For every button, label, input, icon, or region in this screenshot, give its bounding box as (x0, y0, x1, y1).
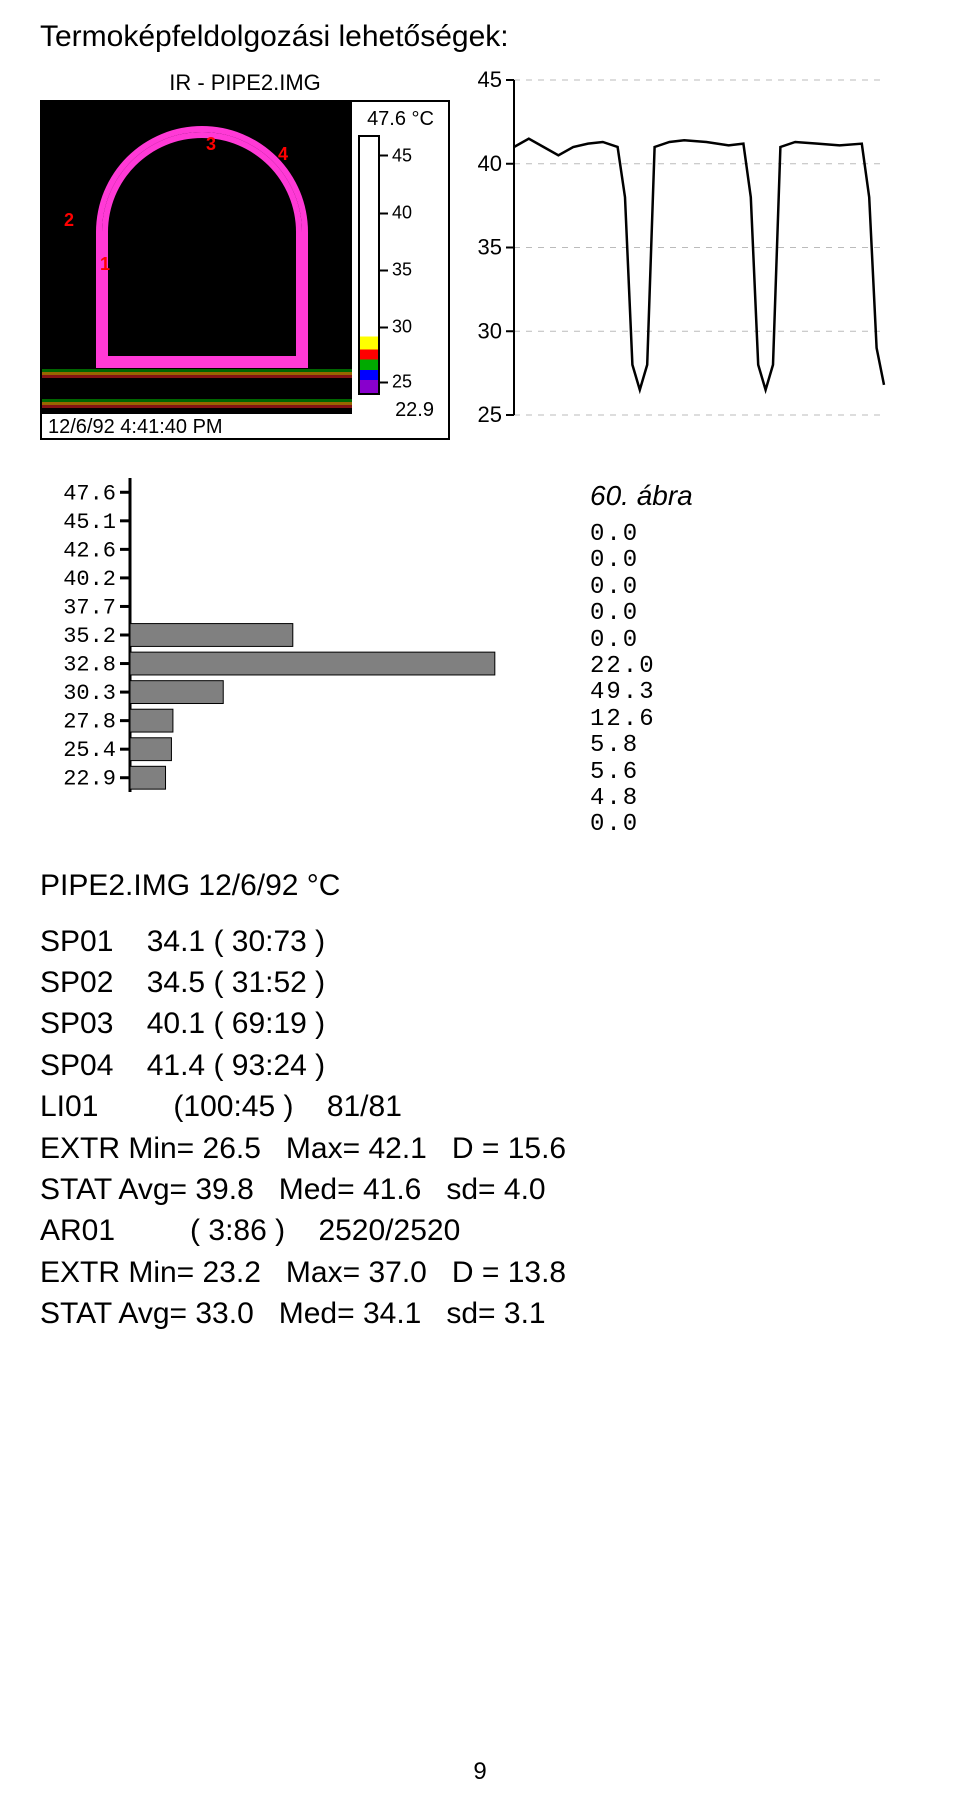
ir-marker: 3 (206, 134, 216, 155)
page-number: 9 (0, 1758, 960, 1786)
svg-text:30.3: 30.3 (63, 681, 116, 706)
svg-text:35.2: 35.2 (63, 624, 116, 649)
histogram-value-list: 60. ábra 0.00.00.00.00.022.049.312.65.85… (570, 470, 830, 839)
histogram-value: 0.0 (570, 601, 830, 627)
colorbar-tick: 40 (380, 203, 440, 224)
histogram-chart: 47.6 45.1 42.6 40.2 37.7 35.2 32.8 30.3 27.8 25.4… (40, 470, 510, 800)
svg-text:25: 25 (478, 402, 502, 425)
histogram-value: 0.0 (570, 575, 830, 601)
ir-marker: 4 (278, 144, 288, 165)
colorbar-tick: 25 (380, 372, 440, 393)
ir-panel: IR - PIPE2.IMG 1 2 3 4 12/6/92 4:41:40 PM 4… (40, 70, 450, 440)
histogram-row: 47.6 45.1 42.6 40.2 37.7 35.2 32.8 30.3 27.8 25.4… (40, 470, 920, 839)
figure-caption: 60. ábra (570, 480, 830, 512)
histogram-value: 12.6 (570, 707, 830, 733)
svg-text:27.8: 27.8 (63, 710, 116, 735)
colorbar-top-label: 47.6 °C (354, 108, 440, 131)
svg-text:45: 45 (478, 70, 502, 92)
colorbar-tick: 45 (380, 145, 440, 166)
histogram-value: 0.0 (570, 548, 830, 574)
svg-text:35: 35 (478, 235, 502, 260)
pipe-shape (102, 132, 302, 362)
ir-image-footer: 12/6/92 4:41:40 PM (42, 412, 352, 438)
colorbar-ticks: 45 40 35 30 25 (380, 135, 440, 395)
image-meta-line: PIPE2.IMG 12/6/92 °C (40, 869, 920, 903)
svg-text:22.9: 22.9 (63, 767, 116, 792)
colorbar-column: 47.6 °C 45 40 35 30 25 22.9 (352, 102, 442, 438)
ir-marker: 2 (64, 210, 74, 231)
histogram-value: 0.0 (570, 522, 830, 548)
svg-text:30: 30 (478, 318, 502, 343)
histogram-value: 22.0 (570, 654, 830, 680)
measurement-data-block: SP01 34.1 ( 30:73 ) SP02 34.5 ( 31:52 ) … (40, 921, 920, 1335)
svg-text:45.1: 45.1 (63, 510, 116, 535)
histogram-value: 49.3 (570, 680, 830, 706)
histogram-value: 0.0 (570, 812, 830, 838)
histogram-value: 0.0 (570, 628, 830, 654)
svg-text:37.7: 37.7 (63, 595, 116, 620)
colorbar-bottom-label: 22.9 (354, 399, 440, 422)
ir-marker: 1 (100, 254, 110, 275)
colorbar-tick: 30 (380, 317, 440, 338)
top-row: IR - PIPE2.IMG 1 2 3 4 12/6/92 4:41:40 PM 4… (40, 70, 920, 440)
svg-text:32.8: 32.8 (63, 653, 116, 678)
svg-text:25.4: 25.4 (63, 738, 116, 763)
line-profile-chart: 45 40 35 30 25 (464, 70, 894, 425)
svg-text:40.2: 40.2 (63, 567, 116, 592)
histogram-value: 5.8 (570, 733, 830, 759)
svg-text:40: 40 (478, 151, 502, 176)
svg-text:47.6: 47.6 (63, 481, 116, 506)
ir-image-box: 1 2 3 4 12/6/92 4:41:40 PM 47.6 °C 45 40 35 30… (40, 100, 450, 440)
colorbar-tick: 35 (380, 260, 440, 281)
ir-image: 1 2 3 4 12/6/92 4:41:40 PM (42, 102, 352, 438)
histogram-value: 4.8 (570, 786, 830, 812)
colorbar (358, 135, 380, 395)
histogram-value: 5.6 (570, 760, 830, 786)
ir-image-header: IR - PIPE2.IMG (40, 70, 450, 96)
svg-text:42.6: 42.6 (63, 538, 116, 563)
page-title: Termoképfeldolgozási lehetőségek: (40, 20, 920, 54)
